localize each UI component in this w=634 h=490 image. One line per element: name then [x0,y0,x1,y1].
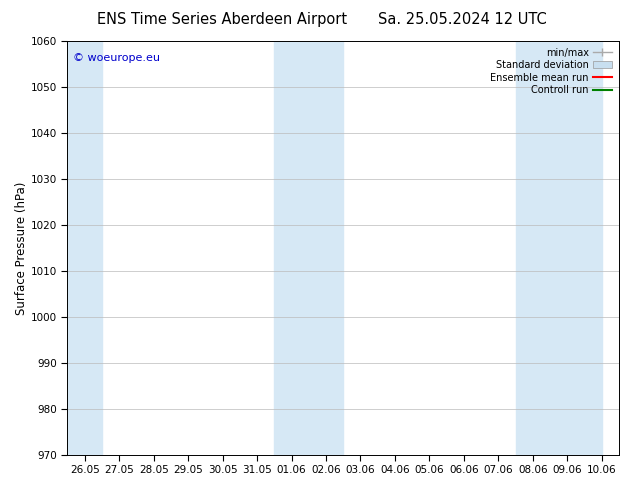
Text: Sa. 25.05.2024 12 UTC: Sa. 25.05.2024 12 UTC [378,12,547,27]
Text: © woeurope.eu: © woeurope.eu [73,53,160,64]
Bar [515,41,602,455]
Y-axis label: Surface Pressure (hPa): Surface Pressure (hPa) [15,181,28,315]
Text: ENS Time Series Aberdeen Airport: ENS Time Series Aberdeen Airport [97,12,347,27]
Bar [67,41,102,455]
Bar [275,41,343,455]
Legend: min/max, Standard deviation, Ensemble mean run, Controll run: min/max, Standard deviation, Ensemble me… [488,46,614,97]
